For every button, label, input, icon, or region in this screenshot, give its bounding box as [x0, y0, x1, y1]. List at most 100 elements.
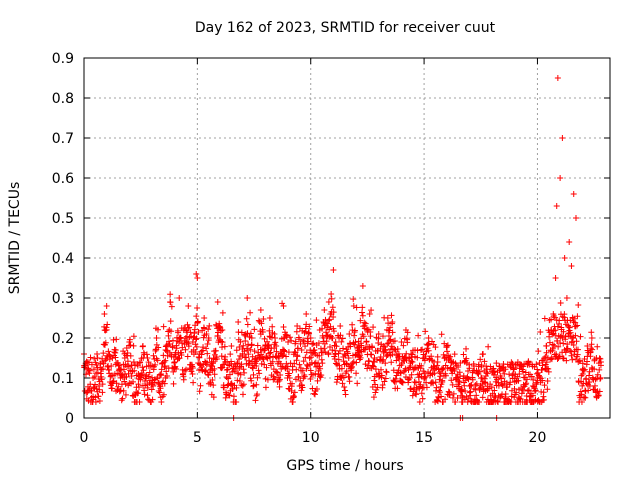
data-point [244, 295, 251, 301]
data-point [144, 392, 151, 399]
data-point [434, 353, 441, 360]
data-point [442, 372, 449, 379]
data-point [478, 374, 485, 381]
data-point [233, 399, 240, 405]
data-point [117, 367, 124, 373]
data-point [414, 354, 421, 361]
data-point [550, 311, 557, 317]
data-point [462, 388, 469, 395]
data-point [299, 384, 306, 391]
data-point [313, 385, 320, 392]
data-point [349, 360, 356, 367]
data-point [219, 309, 226, 316]
data-point [419, 346, 426, 353]
data-point [372, 381, 379, 388]
data-point [357, 317, 364, 324]
data-point [273, 343, 280, 350]
x-tick-label: 10 [302, 430, 320, 446]
data-point [321, 307, 328, 313]
data-point [291, 360, 298, 367]
data-point [452, 399, 459, 405]
data-point [300, 358, 307, 365]
data-point [338, 365, 345, 372]
data-point [293, 328, 300, 335]
data-point [92, 394, 99, 401]
data-point [227, 351, 234, 358]
data-point [367, 333, 374, 340]
data-point [572, 323, 579, 330]
data-point [402, 327, 409, 333]
data-point [241, 369, 248, 376]
data-point [477, 384, 484, 391]
data-point [139, 343, 146, 349]
data-point [597, 374, 604, 381]
data-point [539, 362, 546, 369]
data-point [279, 352, 286, 359]
data-point [103, 352, 110, 359]
data-point [568, 263, 575, 269]
data-point [394, 345, 401, 352]
data-point [314, 377, 321, 384]
data-point [393, 351, 400, 357]
chart-title: Day 162 of 2023, SRMTID for receiver cuu… [195, 20, 496, 36]
data-point [557, 300, 564, 307]
data-point [491, 387, 498, 394]
data-point [300, 337, 307, 344]
data-point [511, 385, 518, 392]
data-point [195, 328, 202, 335]
data-point [466, 389, 473, 396]
data-point [162, 363, 169, 370]
data-point [588, 345, 595, 352]
data-point [459, 386, 466, 393]
data-point [321, 345, 328, 352]
data-point [438, 365, 445, 372]
data-point [311, 347, 318, 354]
data-point [418, 390, 425, 397]
data-point [255, 317, 262, 324]
data-point [232, 366, 239, 373]
data-point [337, 323, 344, 329]
data-point [439, 379, 446, 385]
data-point [218, 338, 225, 345]
data-point [359, 309, 366, 316]
data-point [454, 395, 461, 402]
data-point [478, 362, 485, 369]
data-point [290, 392, 297, 399]
data-point [368, 307, 375, 314]
data-point [517, 362, 524, 369]
data-point [416, 371, 423, 377]
data-point [131, 367, 138, 374]
data-point [182, 346, 189, 353]
data-point [493, 376, 500, 383]
data-point [346, 378, 353, 385]
data-point [120, 387, 127, 394]
data-point [487, 363, 494, 370]
data-point [386, 349, 393, 356]
data-point [412, 390, 419, 397]
data-point [124, 350, 131, 357]
data-point [91, 355, 98, 362]
data-point [434, 397, 441, 404]
data-point [121, 378, 128, 385]
data-point [499, 364, 506, 371]
data-point [184, 353, 191, 360]
data-point [222, 394, 229, 401]
data-point [450, 390, 457, 397]
data-point [434, 362, 441, 369]
data-point [92, 381, 99, 388]
data-point [249, 365, 256, 372]
data-point [241, 331, 248, 338]
data-point [120, 366, 127, 373]
data-point [357, 352, 364, 359]
data-point [444, 342, 451, 349]
data-point [293, 357, 300, 364]
data-point [141, 387, 148, 394]
data-point [203, 359, 210, 366]
data-point [335, 350, 342, 357]
data-point [197, 382, 204, 389]
data-point [577, 333, 584, 340]
data-point [329, 347, 336, 354]
data-point [380, 343, 387, 349]
data-point [330, 328, 337, 335]
data-point [193, 271, 200, 277]
